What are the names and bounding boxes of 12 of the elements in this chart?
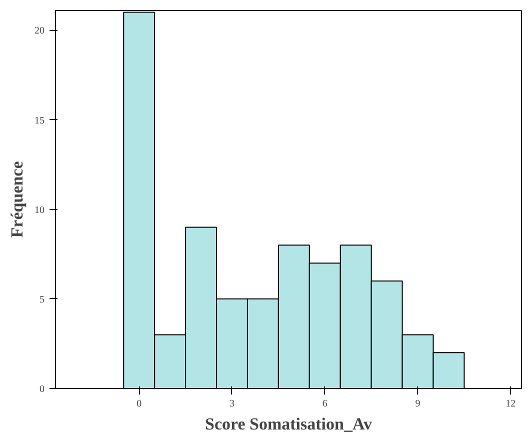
x-tick-label: 3 bbox=[229, 398, 234, 410]
y-tick-label: 0 bbox=[40, 384, 44, 395]
x-tick-label: 6 bbox=[322, 398, 328, 410]
y-tick-label: 5 bbox=[40, 294, 44, 306]
y-tick-label: 20 bbox=[34, 26, 44, 37]
y-tick-label: 15 bbox=[34, 115, 44, 126]
x-tick-label: 12 bbox=[506, 398, 516, 410]
y-axis-title: Fréquence bbox=[8, 160, 26, 238]
x-axis-title: Score Somatisation_Av bbox=[205, 414, 372, 434]
y-tick-label: 10 bbox=[34, 204, 44, 216]
x-tick-label: 0 bbox=[136, 398, 142, 410]
x-tick-label: 9 bbox=[415, 398, 420, 410]
